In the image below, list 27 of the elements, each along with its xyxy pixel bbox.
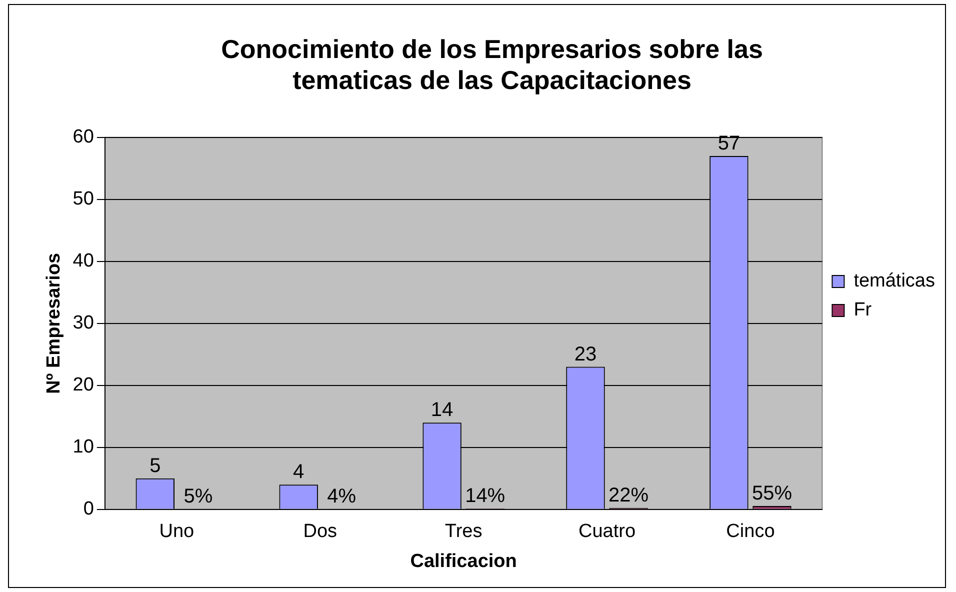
data-label: 4% — [327, 486, 356, 508]
data-label: 23 — [574, 343, 597, 366]
data-label: 4 — [293, 461, 304, 484]
legend-label: temáticas — [854, 270, 936, 292]
data-label: 14% — [465, 485, 506, 508]
y-tick-label: 0 — [83, 498, 94, 520]
x-axis-title: Calificacion — [410, 550, 517, 572]
y-tick-label: 40 — [72, 250, 94, 272]
x-tick-label: Cinco — [726, 521, 775, 542]
data-label: 57 — [718, 132, 740, 155]
data-label: 22% — [608, 484, 649, 507]
chart-title: Conocimiento de los Empresarios sobre las tematicas de las Capacitaciones — [221, 34, 763, 95]
y-tick-label: 50 — [72, 188, 94, 210]
y-axis-title: Nº Empresarios — [44, 252, 65, 394]
x-tick-label: Dos — [303, 521, 338, 542]
x-tick-label: Cuatro — [578, 521, 636, 542]
y-tick-label: 20 — [72, 374, 94, 396]
y-tick-label: 30 — [72, 312, 94, 334]
x-tick-label: Uno — [159, 521, 194, 542]
data-label: 14 — [430, 399, 454, 422]
legend-label: Fr — [854, 300, 872, 321]
y-tick-label: 60 — [72, 126, 94, 148]
data-label: 5% — [184, 486, 213, 508]
data-label: 5 — [150, 454, 161, 477]
data-label: 55% — [752, 482, 792, 505]
x-tick-label: Tres — [444, 521, 482, 542]
y-tick-label: 10 — [72, 436, 94, 458]
